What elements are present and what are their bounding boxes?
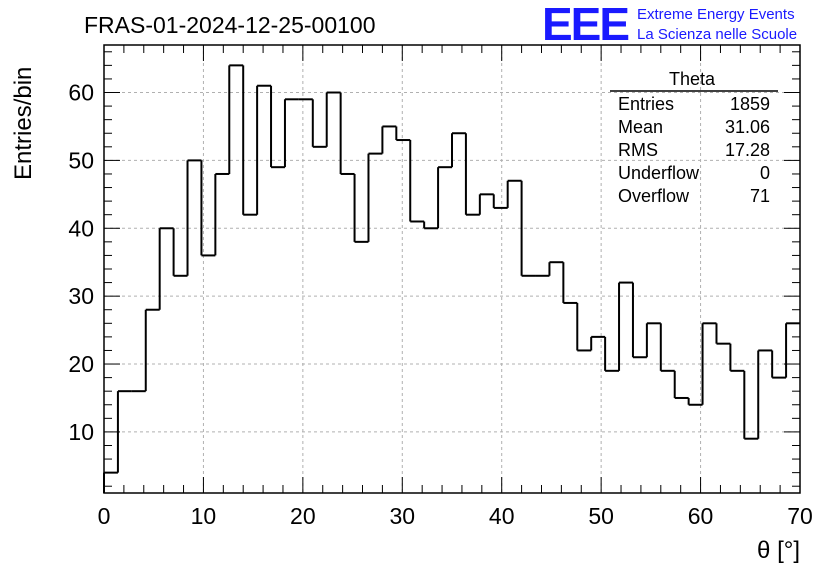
- plot-frame: [103, 44, 801, 494]
- stats-row-label: Overflow: [618, 186, 690, 206]
- y-tick-label: 50: [68, 147, 94, 173]
- stats-row-label: Entries: [618, 94, 674, 114]
- stats-row-value: 71: [750, 186, 770, 206]
- stats-row-value: 1859: [730, 94, 770, 114]
- x-tick-label: 30: [389, 503, 415, 529]
- stats-row-label: Mean: [618, 117, 663, 137]
- y-tick-label: 30: [68, 283, 94, 309]
- histogram-bins: [103, 64, 800, 493]
- axes: [103, 44, 801, 494]
- stats-row-value: 0: [760, 163, 770, 183]
- logo-line1: Extreme Energy Events: [637, 6, 795, 23]
- stats-row-value: 17.28: [725, 140, 770, 160]
- stats-row-label: Underflow: [618, 163, 700, 183]
- y-tick-label: 40: [68, 215, 94, 241]
- x-tick-label: 10: [191, 503, 217, 529]
- stats-row-label: RMS: [618, 140, 658, 160]
- x-tick-label: 0: [98, 503, 111, 529]
- x-tick-labels: 0 10 20 30 40 50 60 70: [98, 503, 813, 529]
- y-tick-labels: 10 20 30 40 50 60: [68, 80, 94, 445]
- stats-box: Theta Entries 1859 Mean 31.06 RMS 17.28 Underf…: [610, 69, 778, 206]
- x-tick-label: 70: [787, 503, 813, 529]
- logo-line2: La Scienza nelle Scuole: [637, 26, 797, 43]
- y-axis-label: Entries/bin: [10, 67, 37, 180]
- x-tick-label: 60: [688, 503, 714, 529]
- x-tick-label: 40: [489, 503, 515, 529]
- logo-mark: EEE: [542, 0, 628, 50]
- y-tick-label: 10: [68, 419, 94, 445]
- stats-title: Theta: [669, 69, 716, 89]
- y-tick-label: 60: [68, 80, 94, 106]
- x-tick-label: 20: [290, 503, 316, 529]
- grid-lines: [104, 45, 800, 493]
- y-tick-label: 20: [68, 351, 94, 377]
- x-axis-label: θ [°]: [757, 537, 800, 564]
- x-tick-label: 50: [588, 503, 614, 529]
- chart-title: FRAS-01-2024-12-25-00100: [84, 12, 376, 38]
- stats-row-value: 31.06: [725, 117, 770, 137]
- stats-rows: Entries 1859 Mean 31.06 RMS 17.28 Underflow 0 Ov…: [618, 94, 770, 206]
- eee-logo: EEE Extreme Energy Events La Scienza nel…: [542, 0, 797, 50]
